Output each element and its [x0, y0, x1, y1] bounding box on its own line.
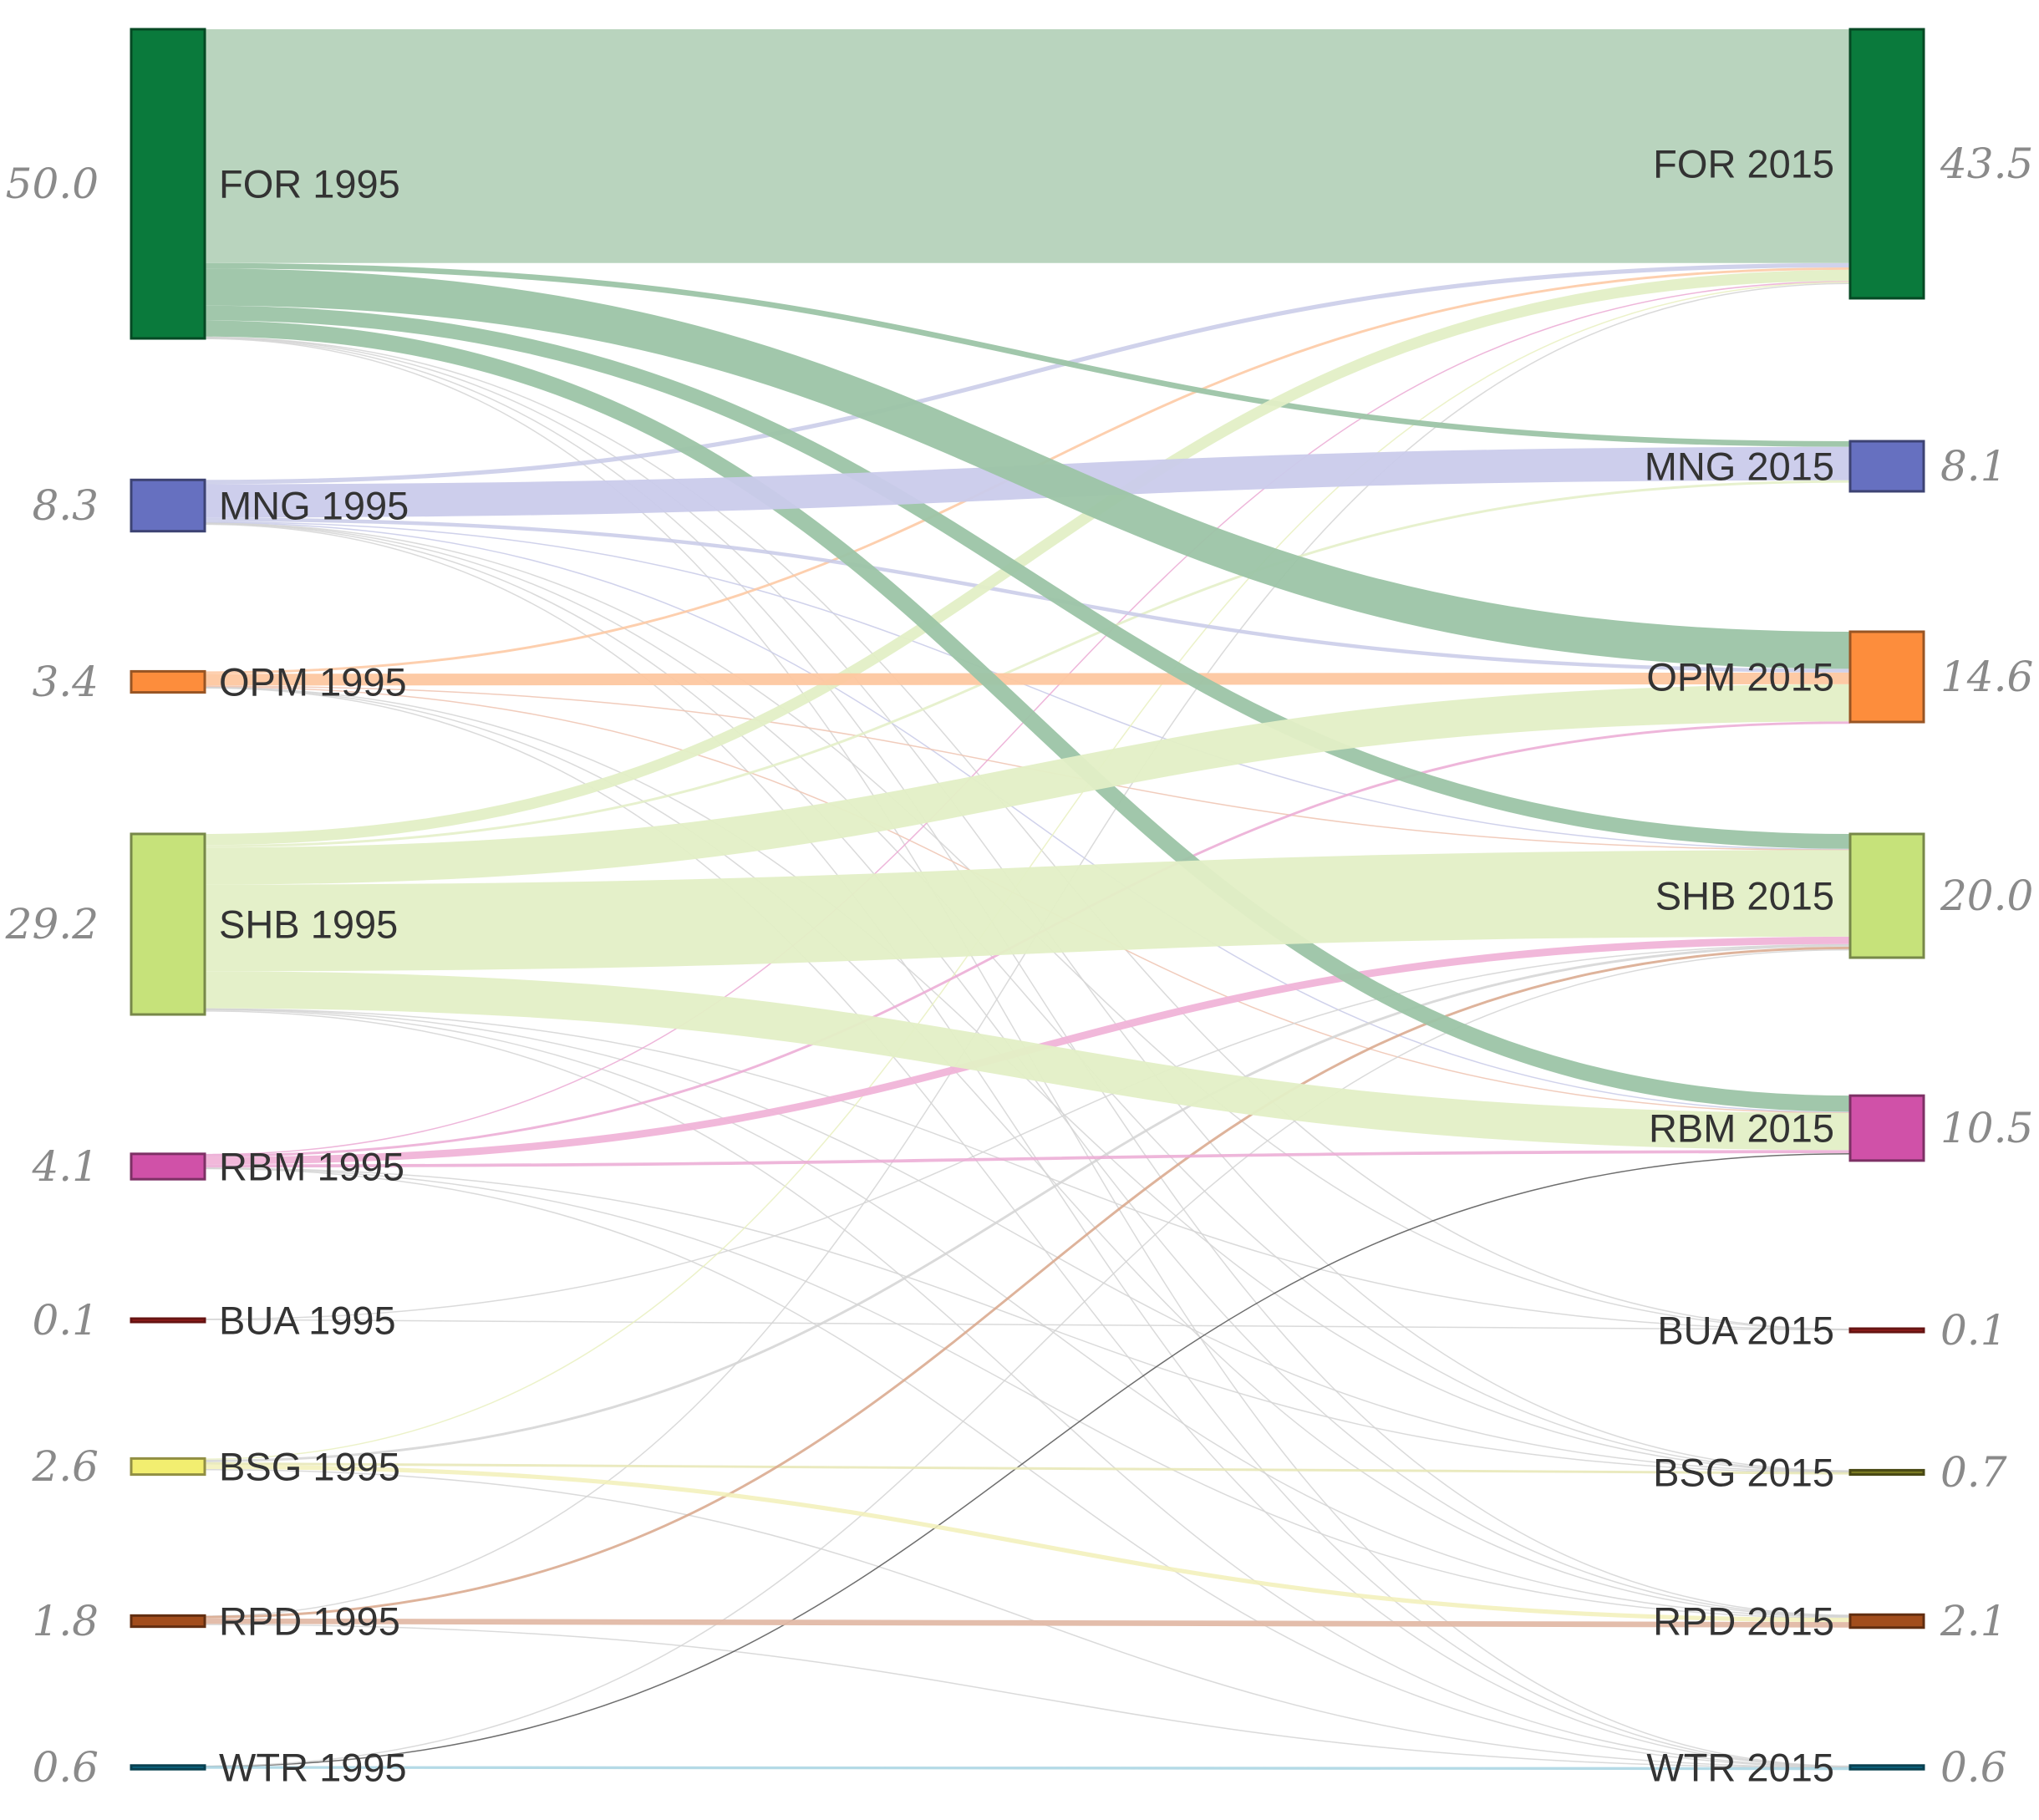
node-label-shb-1995: SHB 1995 [219, 902, 398, 947]
flow-shb-to-bua [204, 1008, 1851, 1330]
flow-opm-to-opm [204, 672, 1851, 686]
node-bsg-2015 [1848, 1468, 1925, 1477]
value-label-rpd-1995: 1.8 [32, 1597, 99, 1645]
node-shb-1995 [130, 832, 206, 1016]
node-opm-1995 [130, 669, 206, 694]
flow-for-to-opm [204, 268, 1851, 669]
node-label-mng-2015: MNG 2015 [1645, 445, 1834, 489]
value-label-shb-1995: 29.2 [5, 900, 99, 948]
flow-mng-to-wtr [204, 523, 1851, 1767]
flows-layer [204, 29, 1851, 1771]
flow-mng-to-bsg [204, 522, 1851, 1472]
node-shb-2015 [1848, 832, 1925, 959]
flow-bsg-to-rpd [204, 1464, 1851, 1623]
node-label-for-2015: FOR 2015 [1653, 142, 1834, 186]
value-label-opm-1995: 3.4 [32, 658, 99, 706]
node-label-opm-2015: OPM 2015 [1646, 655, 1834, 699]
value-label-mng-1995: 8.3 [32, 481, 99, 530]
value-label-for-2015: 43.5 [1940, 140, 2033, 188]
flow-shb-to-shb [204, 850, 1851, 972]
flow-shb-to-rpd [204, 1009, 1851, 1618]
node-label-wtr-2015: WTR 2015 [1646, 1746, 1834, 1790]
node-mng-2015 [1848, 440, 1925, 493]
value-label-shb-2015: 20.0 [1940, 872, 2033, 920]
node-bua-2015 [1848, 1327, 1925, 1334]
flow-rbm-to-rpd [204, 1167, 1851, 1619]
node-label-for-1995: FOR 1995 [219, 162, 400, 206]
node-for-1995 [130, 28, 206, 340]
value-label-wtr-1995: 0.6 [32, 1743, 99, 1792]
node-label-rpd-2015: RPD 2015 [1653, 1599, 1834, 1644]
value-label-wtr-2015: 0.6 [1940, 1743, 2007, 1792]
flow-rpd-to-wtr [204, 1624, 1851, 1769]
flow-shb-to-rbm [204, 971, 1851, 1151]
flow-for-to-rpd [204, 337, 1851, 1616]
node-label-opm-1995: OPM 1995 [219, 660, 407, 704]
flow-rpd-to-shb [204, 946, 1851, 1619]
node-label-rbm-2015: RBM 2015 [1649, 1106, 1834, 1151]
node-bsg-1995 [130, 1457, 206, 1477]
node-rpd-1995 [130, 1614, 206, 1629]
value-label-rbm-1995: 4.1 [31, 1142, 99, 1191]
flow-mng-to-for [204, 262, 1851, 485]
flow-shb-to-bsg [204, 1008, 1851, 1473]
node-label-wtr-1995: WTR 1995 [219, 1746, 407, 1790]
node-label-bsg-1995: BSG 1995 [219, 1445, 400, 1489]
flow-rpd-to-rpd [204, 1618, 1851, 1628]
flow-for-to-rbm [204, 320, 1851, 1112]
flow-for-to-mng [204, 262, 1851, 447]
flow-mng-to-shb [204, 521, 1851, 851]
flow-shb-to-for [204, 269, 1851, 846]
value-label-bsg-2015: 0.7 [1940, 1448, 2007, 1497]
flow-bua-to-shb [204, 943, 1851, 1320]
flow-opm-to-wtr [204, 687, 1851, 1767]
node-label-bua-2015: BUA 2015 [1657, 1309, 1834, 1353]
nodes-layer [130, 28, 1925, 1771]
flow-wtr-to-rbm [204, 1152, 1851, 1767]
node-label-rpd-1995: RPD 1995 [219, 1599, 400, 1644]
node-label-bsg-2015: BSG 2015 [1653, 1451, 1834, 1495]
node-rbm-2015 [1848, 1094, 1925, 1162]
node-label-shb-2015: SHB 2015 [1655, 874, 1834, 918]
flow-opm-to-rpd [204, 687, 1851, 1618]
labels-layer: FOR 1995 FOR 2015 50.0 43.5 MNG 1995 MNG 2015… [5, 140, 2034, 1792]
value-label-bua-1995: 0.1 [32, 1296, 99, 1345]
flow-shb-to-opm [204, 684, 1851, 885]
flow-for-to-bua [204, 336, 1851, 1330]
flow-shb-to-wtr [204, 1010, 1851, 1768]
node-mng-1995 [130, 478, 206, 533]
node-for-2015 [1848, 28, 1925, 300]
value-label-rpd-2015: 2.1 [1940, 1597, 2007, 1645]
value-label-mng-2015: 8.1 [1940, 442, 2007, 491]
flow-mng-to-rbm [204, 521, 1851, 1113]
value-label-bua-2015: 0.1 [1940, 1306, 2007, 1355]
value-label-bsg-1995: 2.6 [31, 1442, 99, 1491]
flow-for-to-shb [204, 305, 1851, 849]
flow-wtr-to-wtr [204, 1766, 1851, 1771]
node-rbm-1995 [130, 1152, 206, 1181]
node-bua-1995 [130, 1317, 206, 1324]
node-opm-2015 [1848, 630, 1925, 724]
value-label-opm-2015: 14.6 [1940, 653, 2033, 701]
node-label-rbm-1995: RBM 1995 [219, 1145, 404, 1189]
flow-mng-to-opm [204, 517, 1851, 673]
node-rpd-2015 [1848, 1613, 1925, 1629]
node-label-mng-1995: MNG 1995 [219, 484, 409, 528]
flow-rbm-to-rbm [204, 1150, 1851, 1168]
flow-opm-to-bsg [204, 686, 1851, 1473]
flow-bsg-to-wtr [204, 1468, 1851, 1768]
value-label-rbm-2015: 10.5 [1940, 1104, 2033, 1152]
flow-shb-to-mng [204, 480, 1851, 848]
flow-bsg-to-shb [204, 943, 1851, 1462]
node-label-bua-1995: BUA 1995 [219, 1299, 396, 1343]
node-wtr-1995 [130, 1764, 206, 1771]
node-wtr-2015 [1848, 1764, 1925, 1771]
flow-wtr-to-shb [204, 948, 1851, 1767]
flow-rbm-to-bsg [204, 1167, 1851, 1473]
value-label-for-1995: 50.0 [6, 160, 99, 208]
